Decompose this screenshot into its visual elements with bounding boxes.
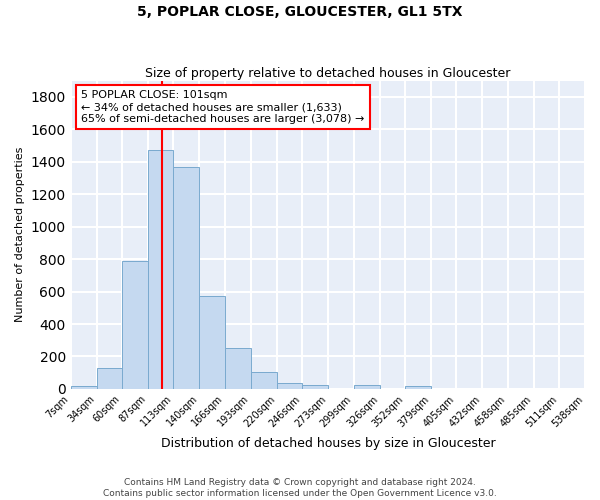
Text: 5, POPLAR CLOSE, GLOUCESTER, GL1 5TX: 5, POPLAR CLOSE, GLOUCESTER, GL1 5TX	[137, 5, 463, 19]
Bar	[251, 372, 277, 389]
Bar	[71, 386, 97, 389]
Bar	[122, 260, 148, 389]
Bar	[199, 296, 224, 389]
Bar	[277, 383, 302, 389]
Bar	[148, 150, 173, 389]
Bar	[405, 386, 431, 389]
Bar	[173, 166, 199, 389]
Bar	[302, 385, 328, 389]
Bar	[71, 386, 97, 389]
Bar	[97, 368, 122, 389]
Bar	[302, 385, 328, 389]
Bar	[405, 386, 431, 389]
Bar	[353, 385, 380, 389]
Bar	[173, 166, 199, 389]
Bar	[224, 348, 251, 389]
Bar	[97, 368, 122, 389]
Bar	[199, 296, 224, 389]
Y-axis label: Number of detached properties: Number of detached properties	[15, 147, 25, 322]
Bar	[353, 385, 380, 389]
Bar	[122, 260, 148, 389]
Title: Size of property relative to detached houses in Gloucester: Size of property relative to detached ho…	[145, 66, 511, 80]
Text: Contains HM Land Registry data © Crown copyright and database right 2024.
Contai: Contains HM Land Registry data © Crown c…	[103, 478, 497, 498]
Bar	[148, 150, 173, 389]
Text: 5 POPLAR CLOSE: 101sqm
← 34% of detached houses are smaller (1,633)
65% of semi-: 5 POPLAR CLOSE: 101sqm ← 34% of detached…	[82, 90, 365, 124]
Bar	[251, 372, 277, 389]
Bar	[224, 348, 251, 389]
Bar	[277, 383, 302, 389]
X-axis label: Distribution of detached houses by size in Gloucester: Distribution of detached houses by size …	[161, 437, 495, 450]
